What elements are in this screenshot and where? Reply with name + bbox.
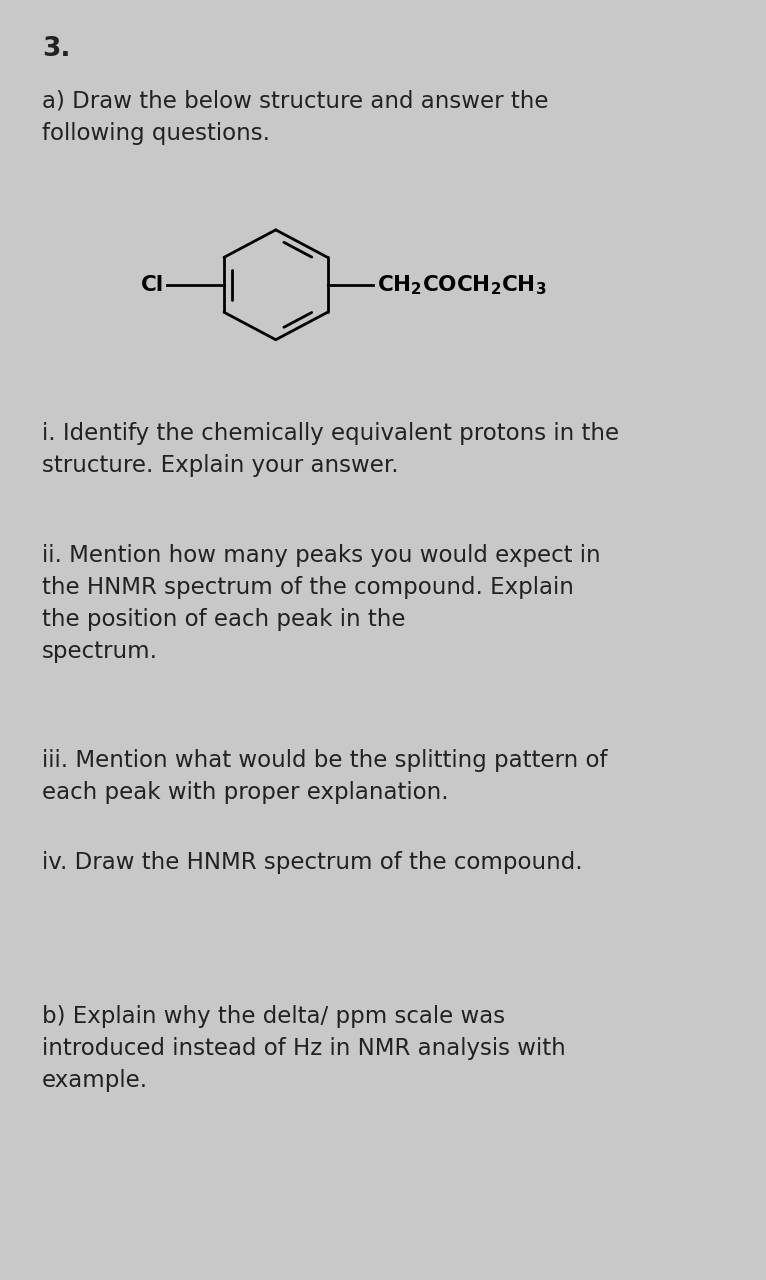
Text: 3.: 3.: [42, 36, 70, 61]
Text: iii. Mention what would be the splitting pattern of
each peak with proper explan: iii. Mention what would be the splitting…: [42, 749, 607, 804]
Text: ii. Mention how many peaks you would expect in
the HNMR spectrum of the compound: ii. Mention how many peaks you would exp…: [42, 544, 601, 663]
Text: Cl: Cl: [141, 275, 164, 294]
Text: iv. Draw the HNMR spectrum of the compound.: iv. Draw the HNMR spectrum of the compou…: [42, 851, 583, 874]
Text: $\mathbf{CH_2COCH_2CH_3}$: $\mathbf{CH_2COCH_2CH_3}$: [378, 273, 547, 297]
Text: b) Explain why the delta/ ppm scale was
introduced instead of Hz in NMR analysis: b) Explain why the delta/ ppm scale was …: [42, 1005, 566, 1092]
Text: i. Identify the chemically equivalent protons in the
structure. Explain your ans: i. Identify the chemically equivalent pr…: [42, 422, 619, 477]
Text: a) Draw the below structure and answer the
following questions.: a) Draw the below structure and answer t…: [42, 90, 548, 145]
